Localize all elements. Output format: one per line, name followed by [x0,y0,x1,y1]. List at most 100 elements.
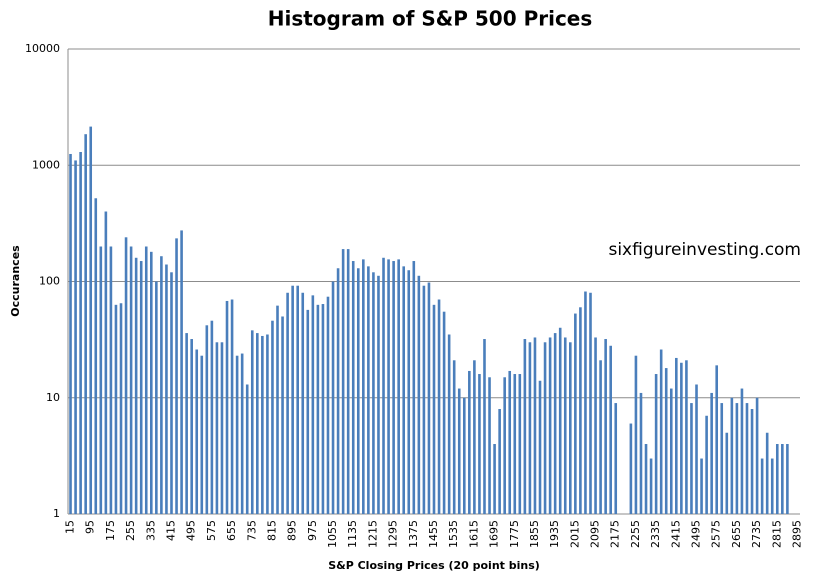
bar [341,249,345,514]
bar [321,304,325,514]
bar [553,333,557,514]
x-tick-label: 2815 [770,520,783,548]
bar [256,333,259,514]
y-tick-label: 10000 [25,42,60,55]
bar [538,380,542,514]
x-tick-label: 2895 [790,520,803,548]
bar [407,270,411,514]
bar [382,257,385,514]
bar [558,327,562,514]
bar [473,360,476,514]
bar [720,403,724,514]
bar [523,339,527,514]
bar [584,291,587,514]
x-tick-label: 1535 [447,520,460,548]
chart-title: Histogram of S&P 500 Prices [268,7,593,31]
bar [634,355,638,514]
bar [220,342,224,514]
bar [225,300,229,514]
bar [84,134,87,514]
x-tick-label: 2575 [710,520,723,548]
bar [99,246,103,515]
bar [528,342,532,514]
bar [447,334,451,514]
bar [750,409,754,514]
bar [261,335,264,514]
bar [185,333,188,514]
bar [639,392,643,514]
bar [518,374,522,514]
bar [478,374,481,514]
bar [165,264,168,514]
bar [755,397,759,514]
bar [730,397,734,514]
bar [286,292,289,514]
bar [200,355,204,514]
bar [488,377,491,514]
bar [372,272,375,514]
bar [351,261,355,514]
bar [770,458,774,514]
bar [79,152,82,514]
bar [468,370,471,514]
bar [735,403,739,514]
x-tick-label: 495 [185,520,198,541]
bar [498,409,501,514]
bar [543,342,547,514]
bar [690,403,693,514]
bar [144,246,148,515]
bar [175,238,178,515]
x-axis-title: S&P Closing Prices (20 point bins) [328,559,540,572]
x-tick-label: 1935 [548,520,561,548]
bar [230,299,234,514]
x-tick-label: 335 [144,520,157,541]
bar [235,355,239,514]
bar [149,251,153,514]
bar [609,345,612,514]
bar [402,266,406,514]
bar [190,339,193,514]
bar [129,246,133,515]
bar [427,282,431,514]
bar [695,384,698,514]
x-tick-label: 2255 [629,520,642,548]
bar [775,444,779,514]
x-tick-label: 1775 [508,520,521,548]
bar [432,304,436,514]
bar [356,268,360,514]
y-axis-title: Occurances [9,245,22,317]
bar [422,285,426,514]
x-tick-label: 2495 [690,520,703,548]
bar [563,337,567,514]
x-tick-label: 2335 [649,520,662,548]
bar [594,337,597,514]
x-tick-label: 175 [104,520,117,541]
bar [513,374,517,514]
bar [442,311,446,514]
bar [331,281,335,514]
bar [579,307,582,514]
x-tick-label: 735 [245,520,258,541]
bar [644,444,648,514]
bar [669,388,673,514]
x-tick-label: 2415 [669,520,682,548]
bar [503,377,506,514]
x-tick-label: 1855 [528,520,541,548]
bar [725,432,729,514]
x-tick-label: 575 [205,520,218,541]
bar [170,272,173,514]
bar [654,374,658,514]
bar [659,349,663,514]
bar [180,230,183,514]
bar [377,275,380,514]
bar [786,444,789,514]
bar [533,337,537,514]
x-tick-label: 895 [286,520,299,541]
x-tick-label: 255 [124,520,137,541]
bar [493,444,496,514]
bar [417,275,421,514]
bar [710,392,713,514]
bar [245,384,249,514]
